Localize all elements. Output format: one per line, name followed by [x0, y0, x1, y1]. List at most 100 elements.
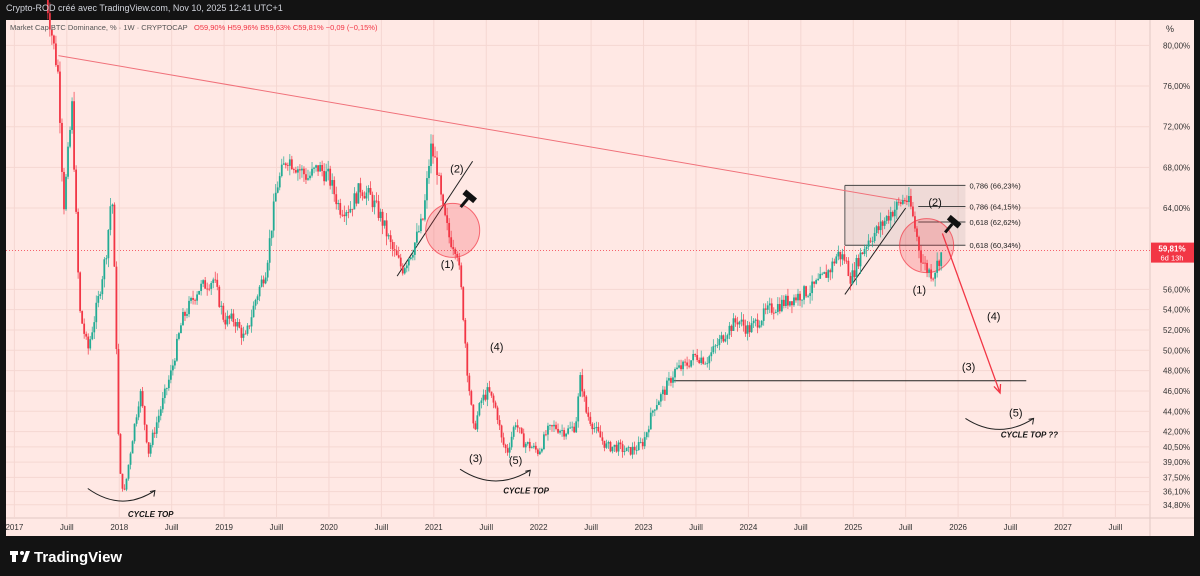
candle-body [795, 297, 797, 301]
candle-body [145, 424, 148, 443]
candle-body [315, 165, 317, 168]
candle-body [811, 281, 814, 294]
candle-body [409, 257, 412, 259]
tradingview-logo-icon[interactable] [10, 551, 30, 562]
candle-body [167, 379, 170, 389]
candle-body [504, 444, 507, 449]
candle-body [916, 228, 918, 237]
candle-body [819, 273, 822, 279]
candle-body [674, 369, 676, 378]
x-tick-label: Juill [1004, 523, 1018, 532]
candle-body [363, 196, 366, 199]
candle-body [799, 293, 801, 301]
candle-body [643, 437, 646, 447]
candle-body [730, 325, 733, 332]
candle-body [710, 352, 713, 357]
symbol-title[interactable]: Market Cap BTC Dominance, % · 1W · CRYPT… [10, 23, 188, 32]
candle-body [563, 430, 565, 437]
candle-body [311, 168, 313, 176]
candle-body [924, 262, 926, 264]
candles-layer [46, 0, 943, 492]
candle-body [413, 242, 416, 255]
candle-body [127, 464, 130, 479]
candle-body [678, 365, 680, 368]
candle-body [559, 430, 561, 433]
candle-body [420, 218, 422, 232]
candle-body [107, 229, 110, 259]
ohlc-values: O59,90% H59,96% B59,63% C59,81% −0,09 (−… [194, 23, 378, 32]
x-tick-label: 2017 [5, 523, 23, 532]
candle-body [93, 322, 96, 333]
candle-body [536, 449, 539, 455]
candle-body [250, 317, 253, 327]
candle-body [159, 409, 162, 416]
highlight-circle [425, 202, 481, 258]
candle-body [290, 159, 293, 170]
candle-body [817, 278, 820, 281]
current-price-countdown: 6d 13h [1161, 254, 1184, 263]
wave-label: (3) [962, 362, 975, 374]
candle-body [793, 297, 795, 306]
candle-body [934, 272, 937, 279]
cycle-top-annotation: CYCLE TOP [503, 487, 549, 496]
candle-body [522, 433, 525, 448]
candle-body [526, 442, 529, 444]
candle-body [758, 325, 761, 328]
y-tick-label: 72,00% [1163, 123, 1190, 132]
candle-body [474, 423, 477, 430]
candle-body [48, 13, 51, 30]
cycle-top-annotation: CYCLE TOP ?? [1001, 431, 1058, 440]
candle-body [357, 183, 360, 204]
candle-body [133, 423, 136, 442]
candle-body [676, 367, 678, 370]
candle-body [754, 319, 757, 321]
candle-body [141, 391, 144, 407]
price-axis[interactable] [1150, 20, 1194, 518]
cycle-top-annotation: CYCLE TOP [128, 510, 174, 519]
trendline-wedge-2021-low [396, 160, 474, 277]
candle-body [611, 446, 614, 452]
candle-body [210, 282, 213, 289]
x-tick-label: 2026 [949, 523, 967, 532]
candle-body [672, 377, 674, 383]
candle-body [891, 211, 894, 217]
candle-body [885, 215, 888, 221]
plot-area[interactable] [6, 20, 1150, 518]
candle-body [131, 441, 134, 454]
candle-body [450, 237, 453, 248]
candle-body [597, 426, 600, 432]
candle-body [244, 333, 247, 335]
candle-body [520, 428, 523, 434]
candle-body [543, 434, 545, 450]
time-axis[interactable] [6, 518, 1194, 536]
candle-body [323, 170, 326, 182]
candle-body [238, 322, 241, 328]
candle-body [565, 433, 568, 437]
y-tick-label: 64,00% [1163, 204, 1190, 213]
candle-body [403, 268, 406, 274]
candle-body [708, 356, 711, 364]
candle-body [928, 269, 930, 273]
x-tick-label: 2020 [320, 523, 338, 532]
candle-body [460, 265, 463, 288]
fib-level-label: 0,786 (66,23%) [969, 181, 1021, 190]
x-tick-label: Juill [584, 523, 598, 532]
candle-body [59, 71, 61, 123]
candle-body [299, 169, 301, 171]
candle-body [829, 270, 832, 273]
candle-body [448, 222, 451, 238]
candle-body [545, 434, 547, 436]
y-tick-label: 50,00% [1163, 346, 1190, 355]
y-tick-label: 56,00% [1163, 285, 1190, 294]
candle-body [599, 431, 602, 438]
candle-body [577, 396, 580, 422]
candle-body [502, 437, 505, 445]
candle-body [89, 339, 92, 349]
candle-body [843, 254, 846, 261]
candle-body [456, 253, 459, 258]
candle-body [446, 215, 449, 223]
candle-body [204, 280, 207, 289]
candle-body [581, 375, 584, 392]
candle-body [292, 169, 295, 171]
candle-body [807, 295, 809, 297]
